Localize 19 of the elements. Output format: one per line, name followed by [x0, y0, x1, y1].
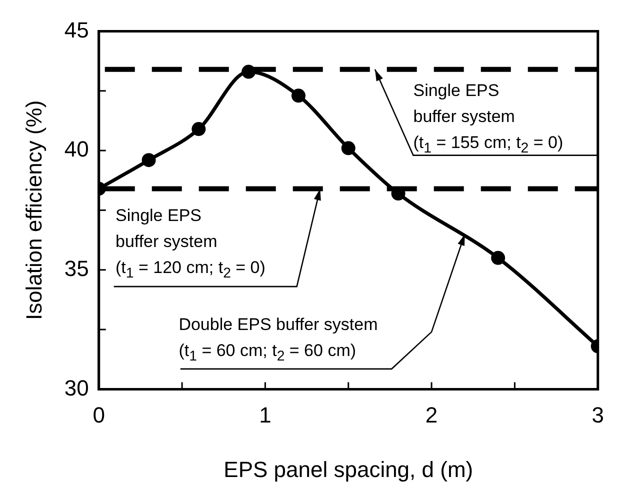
x-tick-label: 3: [592, 402, 604, 428]
point: [142, 153, 156, 168]
annotation: Single EPS buffer system (t$_{1}$ = 120 cm; t$_{2}$ = 0): [116, 205, 266, 284]
y-tick-label: 35: [64, 256, 89, 281]
x-tick-label: 0: [92, 402, 105, 428]
y-tick-label: 45: [64, 17, 89, 42]
point: [491, 250, 506, 265]
x-tick-label: 2: [425, 402, 438, 428]
y-tick-label: 30: [64, 375, 89, 400]
point: [242, 64, 256, 79]
y-tick-label: 40: [64, 136, 89, 162]
annotation: Double EPS buffer system (t$_{1}$ = 60 cm; t$_{2}$ = 60 cm): [178, 314, 378, 366]
point: [192, 122, 206, 136]
annotation: Single EPS buffer system (t$_{1}$ = 155 cm; t$_{2}$ = 0): [413, 80, 564, 158]
x-axis-title: EPS panel spacing, d (m): [224, 456, 474, 482]
point: [341, 141, 356, 156]
y-axis-title: Isolation efficiency (%): [21, 100, 46, 320]
x-tick-label: 1: [259, 402, 272, 428]
point: [291, 88, 306, 103]
